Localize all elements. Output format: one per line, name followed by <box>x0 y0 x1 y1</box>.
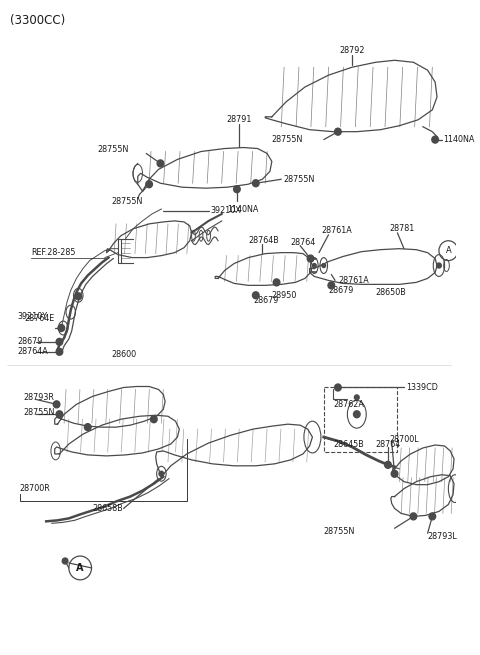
Text: 28761A: 28761A <box>338 276 369 285</box>
Circle shape <box>353 411 360 418</box>
Circle shape <box>312 263 316 267</box>
Circle shape <box>429 513 436 520</box>
Text: 39210Y: 39210Y <box>17 312 47 320</box>
Text: 28679: 28679 <box>253 296 278 305</box>
Circle shape <box>391 470 398 477</box>
Text: REF.28-285: REF.28-285 <box>31 248 75 257</box>
Text: 28755N: 28755N <box>283 175 314 184</box>
Circle shape <box>273 279 280 286</box>
Bar <box>324 388 397 452</box>
Circle shape <box>307 255 314 262</box>
Circle shape <box>432 136 438 143</box>
Text: 1140NA: 1140NA <box>228 204 259 214</box>
Text: 1140NA: 1140NA <box>444 135 475 144</box>
Circle shape <box>56 348 63 355</box>
Circle shape <box>75 293 82 300</box>
Circle shape <box>437 263 441 268</box>
Text: 1339CD: 1339CD <box>406 383 438 392</box>
Text: 28755N: 28755N <box>324 527 355 536</box>
Circle shape <box>62 558 68 564</box>
Text: A: A <box>445 246 451 255</box>
Text: (3300CC): (3300CC) <box>11 14 66 27</box>
Circle shape <box>151 416 157 422</box>
Text: 28764: 28764 <box>291 238 316 247</box>
Circle shape <box>58 324 65 331</box>
Circle shape <box>157 160 164 167</box>
Text: 28781: 28781 <box>390 225 415 233</box>
Text: 28755N: 28755N <box>24 408 55 417</box>
Circle shape <box>56 411 63 418</box>
Text: 28761A: 28761A <box>322 227 353 235</box>
Circle shape <box>252 292 259 299</box>
Text: 28950: 28950 <box>272 291 297 300</box>
Text: 28764: 28764 <box>376 440 401 449</box>
Text: 28764A: 28764A <box>17 347 48 356</box>
Text: 28679: 28679 <box>328 286 354 295</box>
Text: 28764E: 28764E <box>24 314 55 322</box>
Circle shape <box>335 384 341 391</box>
Text: 28792: 28792 <box>339 46 365 55</box>
Text: 28755N: 28755N <box>97 145 129 154</box>
Circle shape <box>410 513 417 520</box>
Text: 28658B: 28658B <box>93 504 123 513</box>
Text: 28793L: 28793L <box>428 532 457 541</box>
Circle shape <box>56 339 63 345</box>
Text: 28791: 28791 <box>226 115 252 124</box>
Text: 28755N: 28755N <box>272 135 303 144</box>
Circle shape <box>53 401 60 408</box>
Text: 28679: 28679 <box>17 337 42 346</box>
Text: 28764B: 28764B <box>248 236 279 245</box>
Circle shape <box>252 179 259 187</box>
Circle shape <box>159 471 164 476</box>
Text: 28755N: 28755N <box>111 196 143 206</box>
Circle shape <box>322 263 325 267</box>
Circle shape <box>146 181 153 188</box>
Text: A: A <box>76 563 84 573</box>
Text: 28645B: 28645B <box>333 440 364 449</box>
Text: 28762A: 28762A <box>333 400 364 409</box>
Circle shape <box>335 128 341 135</box>
Circle shape <box>84 424 91 430</box>
Circle shape <box>384 461 391 468</box>
Text: 28600: 28600 <box>111 350 136 359</box>
Circle shape <box>328 282 335 289</box>
Circle shape <box>234 186 240 193</box>
Text: 39210X: 39210X <box>210 206 241 215</box>
Text: 28650B: 28650B <box>376 288 407 297</box>
Text: 28700L: 28700L <box>390 434 420 443</box>
Text: 28793R: 28793R <box>24 393 54 402</box>
Text: 28700R: 28700R <box>20 484 50 493</box>
Circle shape <box>354 395 359 400</box>
